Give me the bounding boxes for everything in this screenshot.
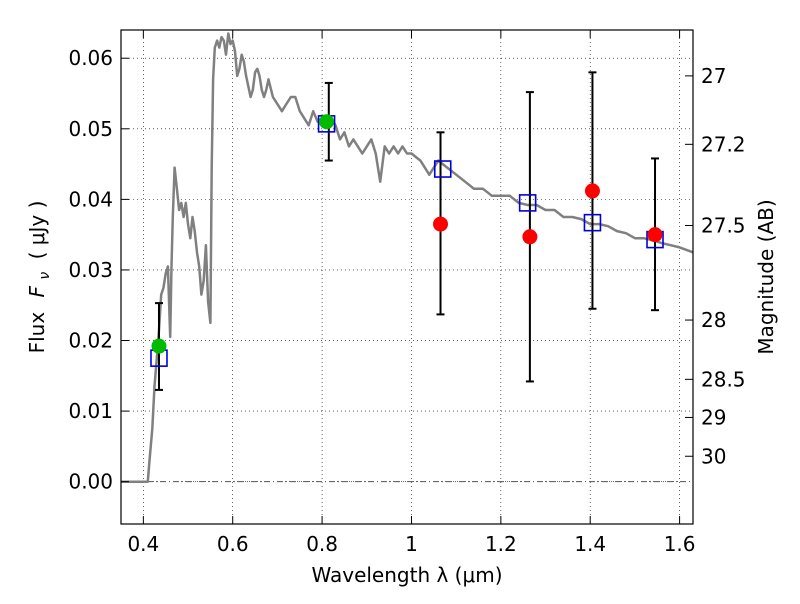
y-tick-label: 0.00 bbox=[68, 470, 113, 494]
y-axis-label-subscript: ν bbox=[37, 272, 53, 280]
y-axis-label-symbol: F bbox=[25, 285, 49, 297]
model-box bbox=[518, 194, 537, 212]
red-data-point bbox=[647, 227, 663, 243]
model-spectrum-line bbox=[121, 32, 694, 483]
axis-ticks bbox=[121, 30, 693, 524]
x-tick-label: 0.4 bbox=[127, 532, 159, 556]
model-box bbox=[583, 213, 602, 232]
error-bars bbox=[154, 71, 660, 391]
y-tick-label: 0.03 bbox=[68, 258, 113, 282]
x-tick-label: 1.4 bbox=[574, 532, 606, 556]
x-tick-label: 1.6 bbox=[664, 532, 696, 556]
y-axis-label-unit: ( μJy ) bbox=[25, 201, 49, 260]
y-tick-labels: 0.00 0.01 0.02 0.03 0.04 0.05 0.06 bbox=[68, 46, 113, 493]
y2-tick-label: 27.5 bbox=[701, 213, 746, 237]
red-data-point bbox=[433, 216, 449, 232]
y-tick-label: 0.06 bbox=[68, 46, 113, 70]
grid-lines bbox=[121, 30, 693, 524]
x-tick-label: 0.6 bbox=[217, 532, 249, 556]
y2-tick-labels: 27 27.2 27.5 28 28.5 29 30 bbox=[701, 64, 746, 468]
plot-frame bbox=[120, 29, 694, 525]
x-tick-labels: 0.4 0.6 0.8 1 1.2 1.4 1.6 bbox=[127, 532, 695, 556]
y2-axis-label: Magnitude (AB) bbox=[754, 199, 778, 354]
y-tick-label: 0.05 bbox=[68, 117, 113, 141]
x-tick-label: 0.8 bbox=[306, 532, 338, 556]
model-box bbox=[433, 160, 452, 178]
y-axis-label: Flux F ν ( μJy ) bbox=[25, 201, 54, 354]
data-points bbox=[151, 114, 663, 354]
model-spectrum bbox=[121, 32, 694, 483]
green-data-point bbox=[319, 114, 335, 130]
x-tick-label: 1.2 bbox=[485, 532, 517, 556]
y2-tick-label: 29 bbox=[701, 405, 726, 429]
y2-tick-label: 28.5 bbox=[701, 367, 746, 391]
y2-tick-label: 27.2 bbox=[701, 132, 746, 156]
y-tick-label: 0.02 bbox=[68, 329, 113, 353]
red-data-point bbox=[522, 229, 538, 245]
x-axis-label: Wavelength λ (μm) bbox=[311, 563, 502, 587]
green-data-point bbox=[151, 338, 167, 354]
y2-tick-label: 28 bbox=[701, 308, 726, 332]
x-tick-label: 1 bbox=[405, 532, 418, 556]
red-data-point bbox=[584, 183, 600, 199]
y-tick-label: 0.01 bbox=[68, 399, 113, 423]
y2-tick-label: 30 bbox=[701, 444, 726, 468]
y-axis-label-prefix: Flux bbox=[25, 312, 49, 354]
y-tick-label: 0.04 bbox=[68, 187, 113, 211]
y2-tick-label: 27 bbox=[701, 64, 726, 88]
